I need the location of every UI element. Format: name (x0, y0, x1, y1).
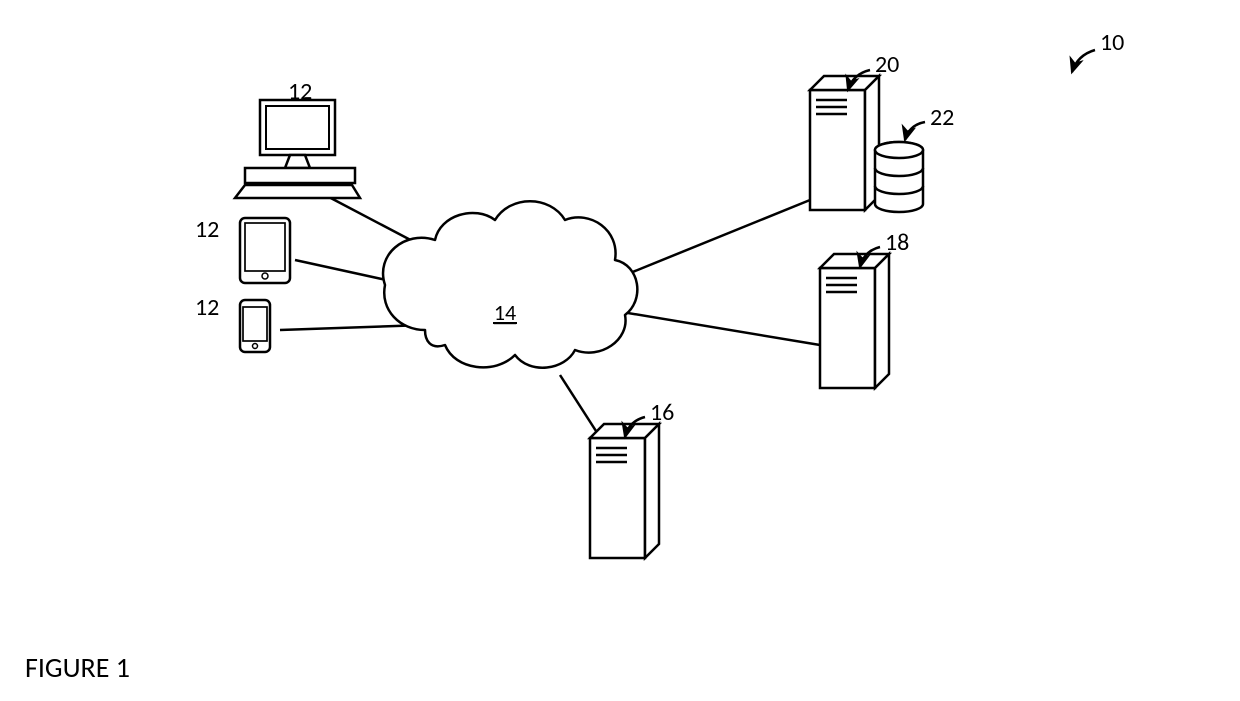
ref-label-16: 16 (650, 398, 674, 427)
server-icon-16 (590, 424, 659, 558)
ref-label-12-tablet: 12 (195, 215, 219, 244)
connection-line (608, 200, 810, 282)
cloud-network-icon (383, 201, 637, 367)
figure-title: FIGURE 1 (25, 650, 130, 685)
ref-label-10: 10 (1100, 28, 1124, 57)
ref-label-10-lead-arrow (1072, 50, 1095, 72)
database-icon (875, 142, 923, 212)
server-icon-20 (810, 76, 879, 210)
ref-label-12-pc: 12 (288, 77, 312, 106)
ref-label-22-lead-arrow (905, 122, 925, 140)
phone-icon (240, 300, 270, 352)
ref-label-20: 20 (875, 50, 899, 79)
ref-label-12-phone: 12 (195, 293, 219, 322)
server-icon-18 (820, 254, 889, 388)
connection-line (610, 310, 820, 345)
ref-label-22: 22 (930, 103, 954, 132)
cloud-ref-label: 14 (494, 299, 516, 326)
ref-label-18: 18 (885, 228, 909, 257)
desktop-pc-icon (235, 100, 360, 198)
tablet-icon (240, 218, 290, 283)
